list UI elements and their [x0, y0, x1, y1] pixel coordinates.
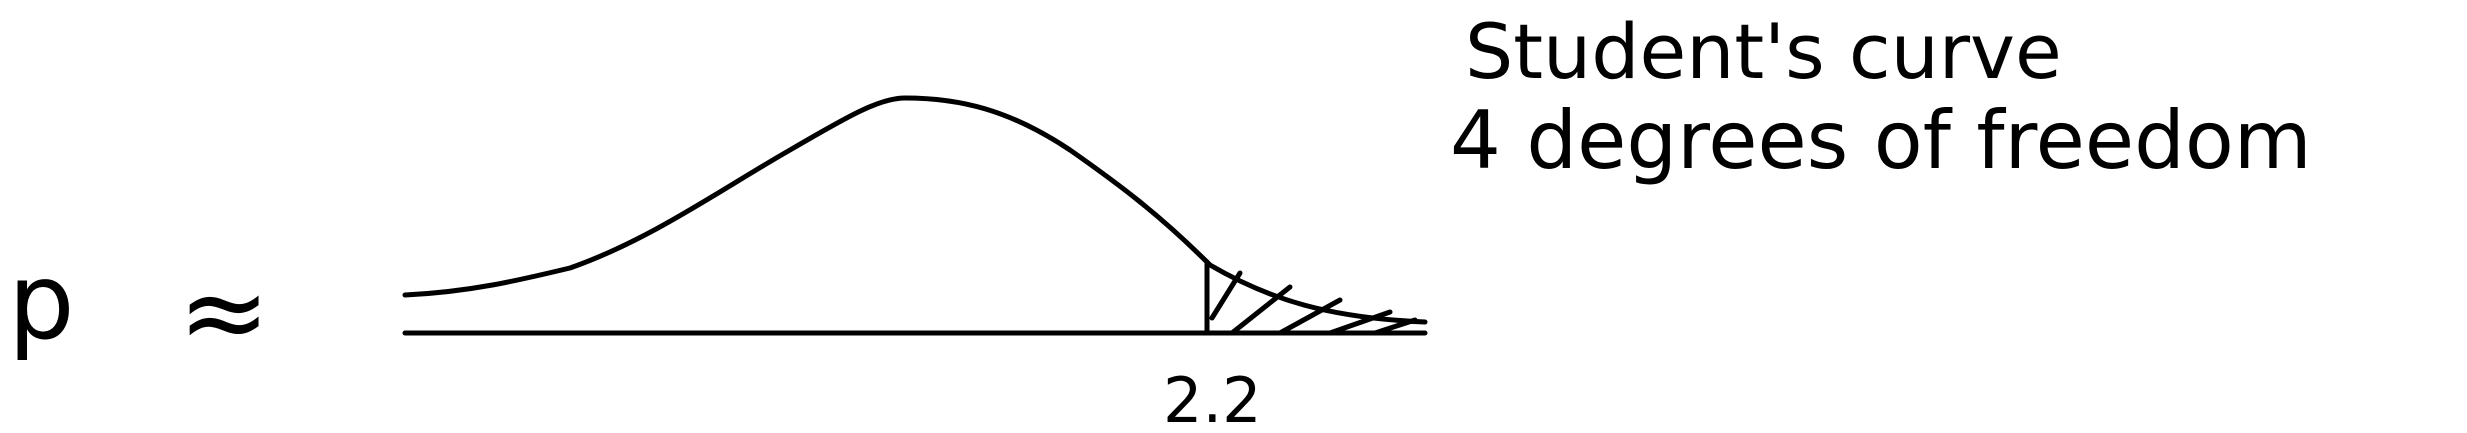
curve-subtitle: 4 degrees of freedom: [1450, 94, 2312, 187]
approx-symbol: ≈: [178, 248, 270, 376]
tail-hatching: [1209, 270, 1418, 336]
p-symbol: p: [8, 241, 75, 363]
cutoff-label: 2.2: [1163, 364, 1262, 433]
t-distribution-curve: [402, 95, 1428, 325]
curve-title: Student's curve: [1465, 7, 2062, 96]
